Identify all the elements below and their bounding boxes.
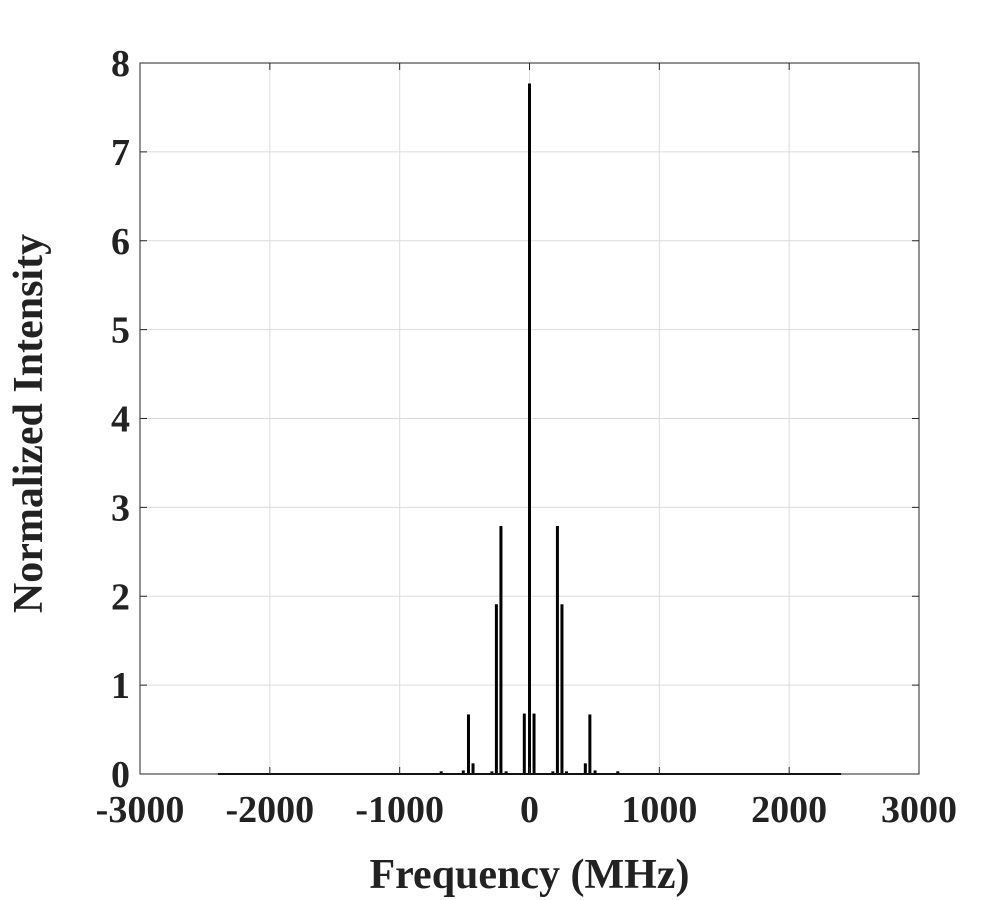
y-tick-label: 5 (111, 310, 130, 352)
x-tick-label: -1000 (355, 789, 444, 831)
y-tick-label: 2 (111, 576, 130, 618)
y-axis-title: Normalized Intensity (6, 234, 52, 613)
y-tick-label: 7 (111, 132, 130, 174)
axis-ticks: -3000 -2000 -1000 0 1000 2000 3000 0 1 2 3 4 5 6 7 8 (96, 43, 957, 831)
x-axis-title: Frequency (MHz) (370, 852, 690, 898)
x-tick-label: 3000 (881, 789, 957, 831)
y-tick-label: 0 (111, 754, 130, 796)
y-tick-label: 1 (111, 665, 130, 707)
y-tick-label: 4 (111, 399, 130, 441)
x-tick-label: 1000 (621, 789, 697, 831)
y-tick-label: 6 (111, 221, 130, 263)
y-tick-label: 3 (111, 487, 130, 529)
x-tick-label: 0 (520, 789, 539, 831)
x-tick-label: -3000 (96, 789, 185, 831)
plot-area (217, 83, 842, 775)
x-tick-label: -2000 (226, 789, 315, 831)
x-tick-label: 2000 (751, 789, 827, 831)
y-tick-label: 8 (111, 43, 130, 85)
